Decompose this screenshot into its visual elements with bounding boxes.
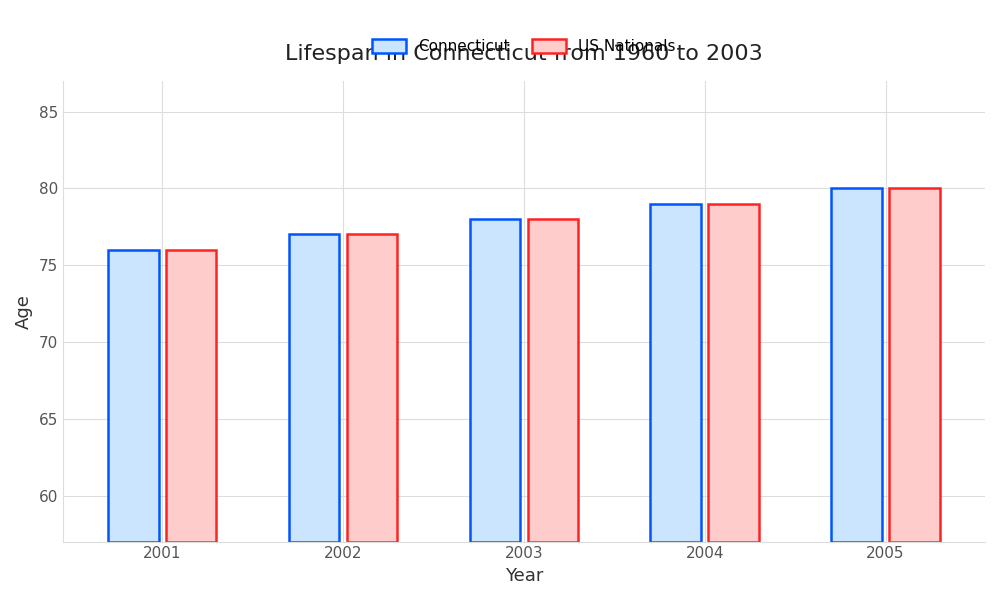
Y-axis label: Age: Age — [15, 294, 33, 329]
X-axis label: Year: Year — [505, 567, 543, 585]
Bar — [889, 188, 940, 542]
Legend: Connecticut, US Nationals: Connecticut, US Nationals — [366, 33, 682, 61]
Bar — [347, 235, 397, 542]
Bar — [289, 235, 339, 542]
Bar — [831, 188, 882, 542]
Bar — [108, 250, 159, 542]
Bar — [470, 219, 520, 542]
Bar — [650, 203, 701, 542]
Bar — [708, 203, 759, 542]
Bar — [528, 219, 578, 542]
Title: Lifespan in Connecticut from 1960 to 2003: Lifespan in Connecticut from 1960 to 200… — [285, 44, 763, 64]
Bar — [166, 250, 216, 542]
